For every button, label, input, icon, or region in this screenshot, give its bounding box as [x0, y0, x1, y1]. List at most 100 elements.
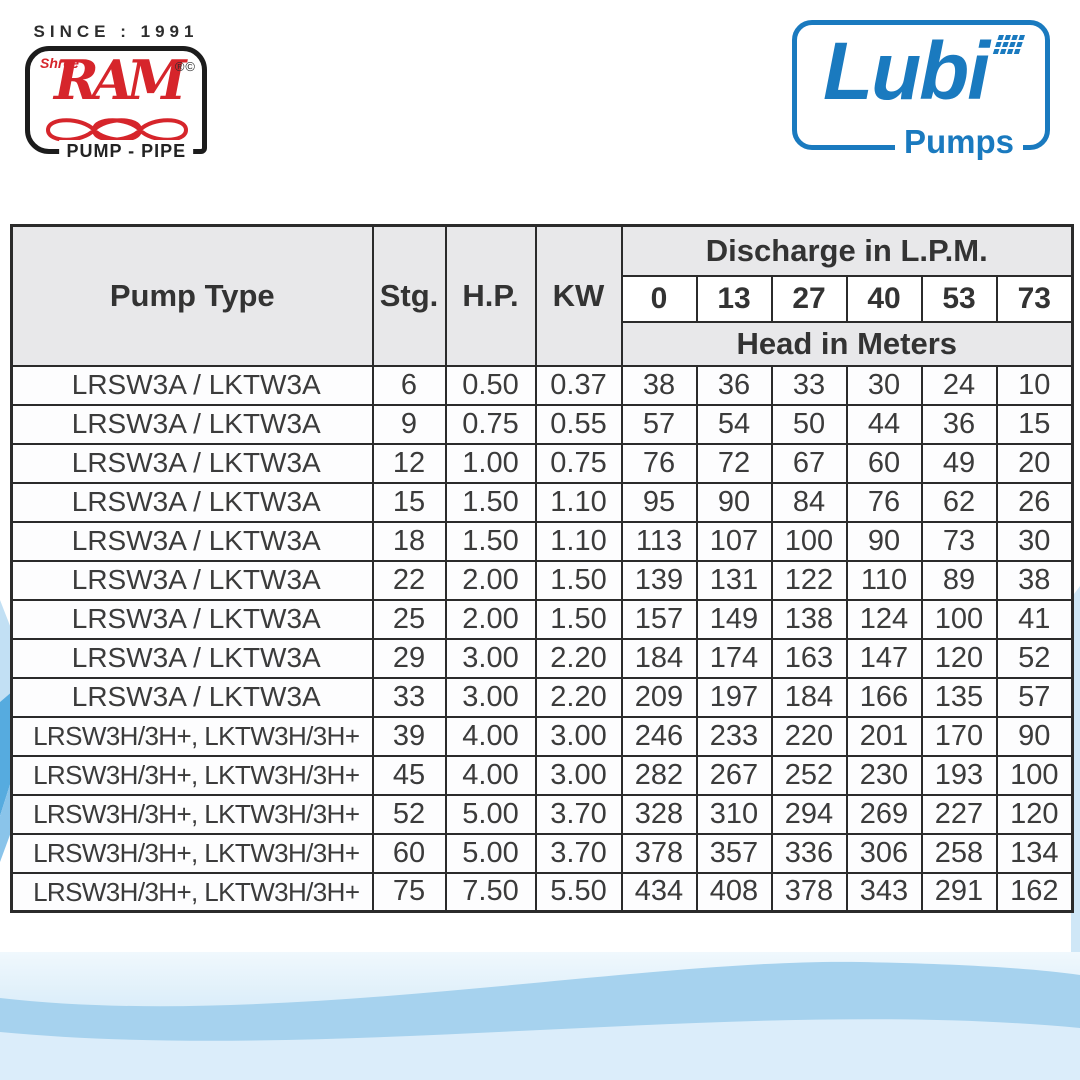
kw-cell: 3.70 — [534, 832, 623, 874]
head-value-cell: 131 — [695, 559, 773, 601]
head-value-cell: 230 — [845, 754, 923, 796]
head-value-cell: 306 — [845, 832, 923, 874]
head-value-cell: 252 — [770, 754, 848, 796]
table-row: LRSW3H/3H+, LKTW3H/3H+ 39 4.00 3.00 246 233 22… — [10, 715, 1074, 757]
stg-cell: 25 — [371, 598, 447, 640]
kw-cell: 1.50 — [534, 559, 623, 601]
hp-cell: 7.50 — [444, 871, 537, 913]
kw-cell: 2.20 — [534, 676, 623, 718]
pump-type-cell: LRSW3A / LKTW3A — [10, 364, 374, 406]
head-value-cell: 184 — [770, 676, 848, 718]
header-discharge: Discharge in L.P.M. — [620, 224, 1074, 277]
head-value-cell: 62 — [920, 481, 998, 523]
stg-cell: 33 — [371, 676, 447, 718]
stg-cell: 45 — [371, 754, 447, 796]
head-value-cell: 73 — [920, 520, 998, 562]
table-row: LRSW3A / LKTW3A 33 3.00 2.20 209 197 184 166 135… — [10, 676, 1074, 718]
head-value-cell: 328 — [620, 793, 698, 835]
head-value-cell: 163 — [770, 637, 848, 679]
hp-cell: 4.00 — [444, 754, 537, 796]
hp-cell: 0.50 — [444, 364, 537, 406]
kw-cell: 0.55 — [534, 403, 623, 445]
head-value-cell: 134 — [995, 832, 1074, 874]
table-header: Pump Type Stg. H.P. KW Discharge in L.P.… — [10, 224, 1074, 367]
table-row: LRSW3A / LKTW3A 9 0.75 0.55 57 54 50 44 36 15 — [10, 403, 1074, 445]
discharge-value-header: 13 — [695, 274, 773, 323]
hp-cell: 1.00 — [444, 442, 537, 484]
hp-cell: 3.00 — [444, 676, 537, 718]
head-value-cell: 33 — [770, 364, 848, 406]
head-value-cell: 201 — [845, 715, 923, 757]
head-value-cell: 120 — [995, 793, 1074, 835]
header-stg: Stg. — [371, 224, 447, 367]
kw-cell: 0.75 — [534, 442, 623, 484]
table-row: LRSW3H/3H+, LKTW3H/3H+ 52 5.00 3.70 328 310 29… — [10, 793, 1074, 835]
head-value-cell: 434 — [620, 871, 698, 913]
head-value-cell: 38 — [620, 364, 698, 406]
table-row: LRSW3A / LKTW3A 29 3.00 2.20 184 174 163 147 120… — [10, 637, 1074, 679]
head-value-cell: 258 — [920, 832, 998, 874]
pump-type-cell: LRSW3A / LKTW3A — [10, 520, 374, 562]
head-value-cell: 90 — [695, 481, 773, 523]
head-value-cell: 41 — [995, 598, 1074, 640]
head-value-cell: 233 — [695, 715, 773, 757]
kw-cell: 1.10 — [534, 520, 623, 562]
head-value-cell: 44 — [845, 403, 923, 445]
head-value-cell: 36 — [695, 364, 773, 406]
head-value-cell: 20 — [995, 442, 1074, 484]
head-value-cell: 15 — [995, 403, 1074, 445]
head-value-cell: 170 — [920, 715, 998, 757]
table-row: LRSW3A / LKTW3A 22 2.00 1.50 139 131 122 110 89 3… — [10, 559, 1074, 601]
head-value-cell: 10 — [995, 364, 1074, 406]
head-value-cell: 90 — [995, 715, 1074, 757]
table-row: LRSW3H/3H+, LKTW3H/3H+ 60 5.00 3.70 378 357 33… — [10, 832, 1074, 874]
hp-cell: 5.00 — [444, 793, 537, 835]
head-value-cell: 57 — [620, 403, 698, 445]
pump-type-cell: LRSW3A / LKTW3A — [10, 676, 374, 718]
table-row: LRSW3A / LKTW3A 18 1.50 1.10 113 107 100 90 73 30 — [10, 520, 1074, 562]
stg-cell: 29 — [371, 637, 447, 679]
head-value-cell: 157 — [620, 598, 698, 640]
head-value-cell: 166 — [845, 676, 923, 718]
table-row: LRSW3A / LKTW3A 15 1.50 1.10 95 90 84 76 62 26 — [10, 481, 1074, 523]
shree-ram-logo: SINCE : 1991 Shree RAM ®© PUMP - PIPE — [25, 22, 207, 162]
pump-type-cell: LRSW3H/3H+, LKTW3H/3H+ — [10, 871, 374, 913]
head-value-cell: 72 — [695, 442, 773, 484]
pump-pipe-tagline: PUMP - PIPE — [59, 140, 194, 162]
kw-cell: 2.20 — [534, 637, 623, 679]
head-value-cell: 149 — [695, 598, 773, 640]
head-value-cell: 54 — [695, 403, 773, 445]
head-value-cell: 246 — [620, 715, 698, 757]
stg-cell: 60 — [371, 832, 447, 874]
pump-type-cell: LRSW3A / LKTW3A — [10, 598, 374, 640]
discharge-value-header: 40 — [845, 274, 923, 323]
lubi-pumps-logo: Lubi Pumps — [792, 20, 1050, 160]
lubi-wordmark: Lubi — [823, 26, 990, 117]
head-value-cell: 95 — [620, 481, 698, 523]
head-value-cell: 60 — [845, 442, 923, 484]
table-row: LRSW3H/3H+, LKTW3H/3H+ 75 7.50 5.50 434 408 37… — [10, 871, 1074, 913]
discharge-value-header: 73 — [995, 274, 1074, 323]
hp-cell: 1.50 — [444, 481, 537, 523]
head-value-cell: 138 — [770, 598, 848, 640]
hp-cell: 0.75 — [444, 403, 537, 445]
table-row: LRSW3A / LKTW3A 6 0.50 0.37 38 36 33 30 24 10 — [10, 364, 1074, 406]
head-value-cell: 100 — [920, 598, 998, 640]
head-value-cell: 26 — [995, 481, 1074, 523]
header-head-in-meters: Head in Meters — [620, 320, 1074, 367]
head-value-cell: 57 — [995, 676, 1074, 718]
head-value-cell: 291 — [920, 871, 998, 913]
head-value-cell: 52 — [995, 637, 1074, 679]
wave-light-icon — [0, 1019, 1080, 1080]
shree-label: Shree — [40, 55, 79, 71]
stg-cell: 18 — [371, 520, 447, 562]
stg-cell: 75 — [371, 871, 447, 913]
kw-cell: 1.10 — [534, 481, 623, 523]
head-value-cell: 184 — [620, 637, 698, 679]
pump-type-cell: LRSW3A / LKTW3A — [10, 403, 374, 445]
discharge-value-header: 0 — [620, 274, 698, 323]
table-row: LRSW3H/3H+, LKTW3H/3H+ 45 4.00 3.00 282 267 25… — [10, 754, 1074, 796]
kw-cell: 1.50 — [534, 598, 623, 640]
head-value-cell: 162 — [995, 871, 1074, 913]
